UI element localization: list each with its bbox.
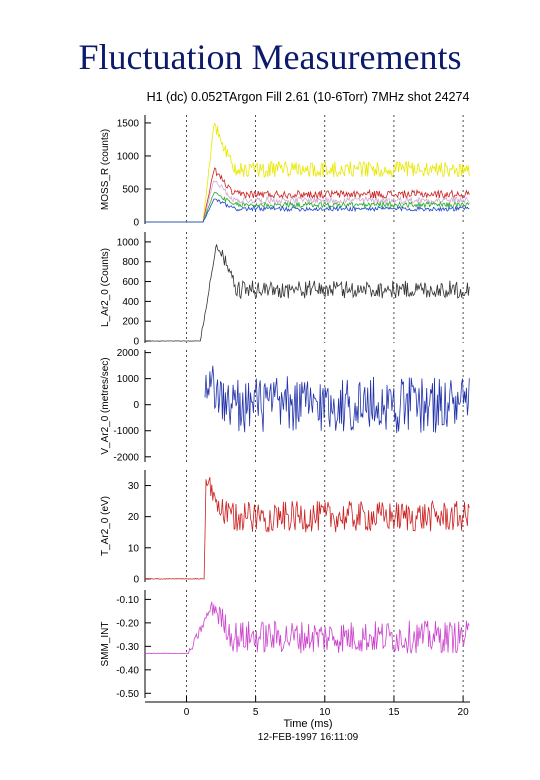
- y-tick-label: -0.10: [116, 595, 139, 606]
- x-tick-label: 5: [253, 707, 259, 718]
- x-axis-label: Time (ms): [283, 718, 332, 730]
- y-tick-label: 0: [133, 218, 139, 229]
- y-tick-label: 0: [133, 400, 139, 411]
- y-tick-label: -2000: [113, 452, 139, 463]
- chart-footer-timestamp: 12-FEB-1997 16:11:09: [258, 732, 359, 743]
- series-trace-1: [204, 365, 470, 434]
- series-trace-1: [144, 122, 470, 223]
- x-tick-label: 10: [319, 707, 331, 718]
- series-trace-3: [144, 180, 470, 223]
- y-tick-label: -0.30: [116, 642, 139, 653]
- y-axis-label: T_Ar2_0 (eV): [100, 496, 111, 556]
- chart-panel-5: -0.10 -0.20 -0.30 -0.40 -0.50 SMM_INT: [100, 590, 470, 700]
- y-axis-label: SMM_INT: [100, 622, 111, 667]
- y-tick-label: 1000: [117, 151, 140, 162]
- x-axis: 0 5 10 15 20: [145, 696, 470, 718]
- series-trace-5: [145, 198, 470, 223]
- series-trace-1: [145, 244, 470, 342]
- y-axis-label: V_Ar2_0 (metres/sec): [100, 357, 111, 454]
- y-tick-label: 200: [122, 317, 139, 328]
- y-tick-label: -0.20: [116, 618, 139, 629]
- y-tick-label: 0: [133, 337, 139, 348]
- y-tick-label: 1000: [117, 374, 140, 385]
- y-axis-label: MOSS_R (counts): [100, 129, 111, 210]
- y-tick-label: -0.40: [116, 665, 139, 676]
- x-tick-label: 20: [458, 707, 470, 718]
- y-tick-label: -0.50: [116, 689, 139, 700]
- y-tick-label: 30: [128, 481, 140, 492]
- x-tick-label: 0: [184, 707, 190, 718]
- slide-title: Fluctuation Measurements: [78, 37, 462, 77]
- chart-title: H1 (dc) 0.052TArgon Fill 2.61 (10-6Torr)…: [147, 90, 470, 104]
- y-tick-label: -1000: [113, 426, 139, 437]
- series-trace-1: [144, 477, 470, 580]
- y-tick-label: 20: [128, 512, 140, 523]
- y-tick-label: 400: [122, 297, 139, 308]
- y-tick-label: 2000: [117, 348, 140, 359]
- y-tick-label: 0: [133, 574, 139, 585]
- y-tick-label: 1500: [117, 118, 140, 129]
- y-tick-label: 600: [122, 277, 139, 288]
- chart-panel-2: 1000 800 600 400 200 0 L_Ar2_0 (Counts): [100, 232, 470, 348]
- y-tick-label: 800: [122, 257, 139, 268]
- y-tick-label: 500: [122, 184, 139, 195]
- series-trace-2: [144, 167, 470, 223]
- chart-panel-1: 1500 1000 500 0 MOSS_R (counts): [100, 115, 470, 229]
- y-axis-label: L_Ar2_0 (Counts): [100, 248, 111, 327]
- series-trace-1: [144, 601, 470, 655]
- chart-panel-4: 30 20 10 0 T_Ar2_0 (eV): [100, 470, 470, 585]
- x-tick-label: 15: [388, 707, 400, 718]
- y-tick-label: 1000: [117, 237, 140, 248]
- y-tick-label: 10: [128, 543, 140, 554]
- series-trace-4: [145, 191, 470, 223]
